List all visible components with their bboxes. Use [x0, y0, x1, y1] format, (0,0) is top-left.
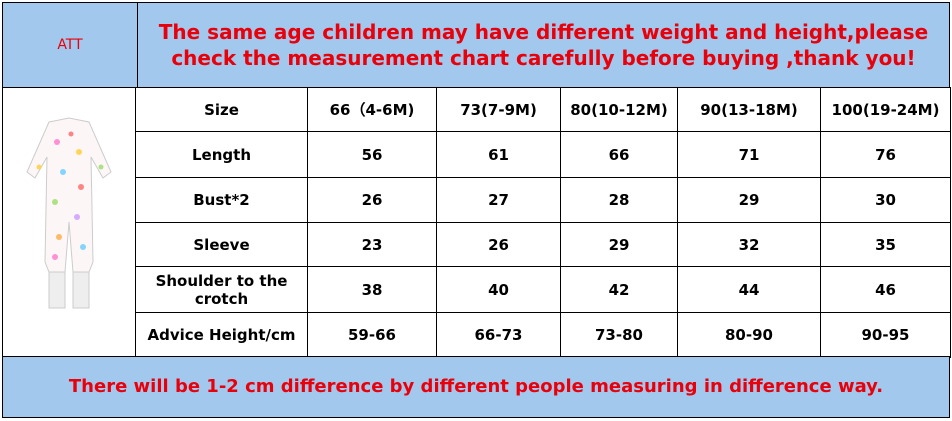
table-cell: 76	[820, 131, 951, 178]
table-cell: 40	[436, 266, 561, 313]
table-cell: 23	[307, 222, 437, 267]
product-image	[2, 87, 136, 357]
table-cell: 73-80	[560, 312, 678, 358]
table-cell: 30	[820, 177, 951, 223]
table-cell: 61	[436, 131, 561, 178]
table-cell: 26	[436, 222, 561, 267]
table-cell: 59-66	[307, 312, 437, 358]
table-cell: 80-90	[677, 312, 821, 358]
table-cell: 38	[307, 266, 437, 313]
table-cell: 35	[820, 222, 951, 267]
table-cell: 71	[677, 131, 821, 178]
row-label: Bust*2	[135, 177, 308, 223]
table-cell: 29	[560, 222, 678, 267]
column-header: 73(7-9M)	[436, 87, 561, 132]
row-label: Advice Height/cm	[135, 312, 308, 358]
row-label: Sleeve	[135, 222, 308, 267]
table-cell: 32	[677, 222, 821, 267]
table-cell: 28	[560, 177, 678, 223]
table-cell: 66-73	[436, 312, 561, 358]
row-label: Shoulder to the crotch	[135, 266, 308, 313]
column-header: Size	[135, 87, 308, 132]
header-label-cell: ATT	[2, 2, 138, 88]
column-header: 100(19-24M)	[820, 87, 951, 132]
table-cell: 90-95	[820, 312, 951, 358]
column-header: 80(10-12M)	[560, 87, 678, 132]
table-cell: 29	[677, 177, 821, 223]
table-cell: 27	[436, 177, 561, 223]
row-label: Length	[135, 131, 308, 178]
table-cell: 66	[560, 131, 678, 178]
column-header: 90(13-18M)	[677, 87, 821, 132]
footer-note: There will be 1-2 cm difference by diffe…	[2, 356, 950, 418]
romper-icon	[26, 117, 112, 309]
column-header: 66（4-6M)	[307, 87, 437, 132]
table-cell: 44	[677, 266, 821, 313]
table-cell: 42	[560, 266, 678, 313]
header-title: The same age children may have different…	[137, 2, 950, 88]
table-cell: 46	[820, 266, 951, 313]
table-cell: 56	[307, 131, 437, 178]
table-cell: 26	[307, 177, 437, 223]
header-label: ATT	[57, 37, 83, 53]
